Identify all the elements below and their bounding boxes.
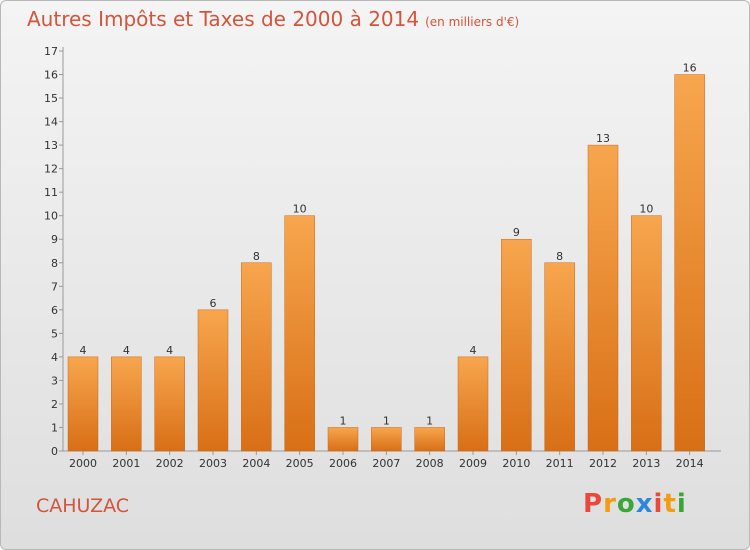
y-tick-label: 4 bbox=[51, 351, 58, 364]
x-tick-label: 2014 bbox=[676, 457, 704, 470]
bar bbox=[284, 215, 315, 452]
bar bbox=[371, 427, 402, 452]
bar-value-label: 8 bbox=[253, 250, 260, 263]
logo-letter: i bbox=[653, 489, 664, 519]
x-tick-label: 2010 bbox=[502, 457, 530, 470]
y-tick-label: 15 bbox=[44, 92, 58, 105]
bar bbox=[674, 74, 705, 452]
x-tick-label: 2012 bbox=[589, 457, 617, 470]
x-tick-label: 2002 bbox=[156, 457, 184, 470]
chart-title: Autres Impôts et Taxes de 2000 à 2014 (en… bbox=[27, 7, 519, 31]
chart-unit: (en milliers d'€) bbox=[425, 15, 520, 29]
x-tick-label: 2013 bbox=[632, 457, 660, 470]
bar bbox=[327, 427, 359, 452]
logo-letter: t bbox=[663, 489, 677, 519]
y-tick-label: 5 bbox=[51, 327, 58, 340]
bar-value-label: 4 bbox=[123, 344, 130, 357]
bar-value-label: 4 bbox=[166, 344, 173, 357]
bar-value-label: 1 bbox=[426, 414, 433, 427]
bar-value-label: 1 bbox=[383, 414, 390, 427]
x-tick-label: 2009 bbox=[459, 457, 487, 470]
bar bbox=[241, 262, 272, 452]
x-tick-label: 2007 bbox=[372, 457, 400, 470]
bar bbox=[631, 215, 662, 452]
bar bbox=[197, 309, 229, 452]
bar-value-label: 16 bbox=[683, 62, 697, 75]
y-tick-label: 6 bbox=[51, 304, 58, 317]
bar bbox=[111, 356, 142, 452]
bar-value-label: 4 bbox=[80, 344, 87, 357]
x-tick-label: 2008 bbox=[416, 457, 444, 470]
x-tick-label: 2011 bbox=[546, 457, 574, 470]
y-tick-label: 16 bbox=[44, 69, 58, 82]
bar-value-label: 6 bbox=[210, 297, 217, 310]
logo-letter: r bbox=[603, 489, 617, 519]
y-tick-label: 13 bbox=[44, 139, 58, 152]
y-tick-label: 14 bbox=[44, 116, 58, 129]
x-tick-label: 2006 bbox=[329, 457, 357, 470]
bar-value-label: 13 bbox=[596, 132, 610, 145]
bar bbox=[544, 262, 575, 452]
y-tick-label: 12 bbox=[44, 163, 58, 176]
logo-letter: P bbox=[583, 489, 604, 519]
chart-title-text: Autres Impôts et Taxes de 2000 à 2014 bbox=[27, 7, 420, 31]
bar-value-label: 4 bbox=[470, 344, 477, 357]
logo-letter: o bbox=[616, 489, 636, 519]
x-tick-label: 2001 bbox=[112, 457, 140, 470]
bar-value-label: 10 bbox=[293, 203, 307, 216]
bar bbox=[414, 427, 445, 452]
x-tick-label: 2003 bbox=[199, 457, 227, 470]
bar bbox=[154, 356, 185, 452]
y-tick-label: 17 bbox=[44, 45, 58, 58]
y-tick-label: 1 bbox=[51, 421, 58, 434]
y-tick-label: 7 bbox=[51, 280, 58, 293]
bar bbox=[501, 238, 532, 452]
y-tick-label: 3 bbox=[51, 374, 58, 387]
y-tick-label: 9 bbox=[51, 233, 58, 246]
bar-value-label: 10 bbox=[639, 203, 653, 216]
y-tick-label: 10 bbox=[44, 210, 58, 223]
bar-value-label: 9 bbox=[513, 226, 520, 239]
y-tick-label: 8 bbox=[51, 257, 58, 270]
bar bbox=[457, 356, 489, 452]
x-tick-label: 2005 bbox=[286, 457, 314, 470]
bar-value-label: 8 bbox=[556, 250, 563, 263]
y-tick-label: 2 bbox=[51, 398, 58, 411]
bar bbox=[67, 356, 99, 452]
bar bbox=[587, 144, 619, 452]
y-tick-label: 11 bbox=[44, 186, 58, 199]
x-tick-label: 2000 bbox=[69, 457, 97, 470]
logo-letter: x bbox=[635, 489, 654, 519]
y-tick-label: 0 bbox=[51, 445, 58, 458]
logo-letter: i bbox=[676, 489, 687, 519]
commune-name: CAHUZAC bbox=[36, 495, 130, 517]
bar-value-label: 1 bbox=[340, 414, 347, 427]
x-tick-label: 2004 bbox=[242, 457, 270, 470]
proxiti-logo: Proxiti bbox=[583, 489, 687, 519]
